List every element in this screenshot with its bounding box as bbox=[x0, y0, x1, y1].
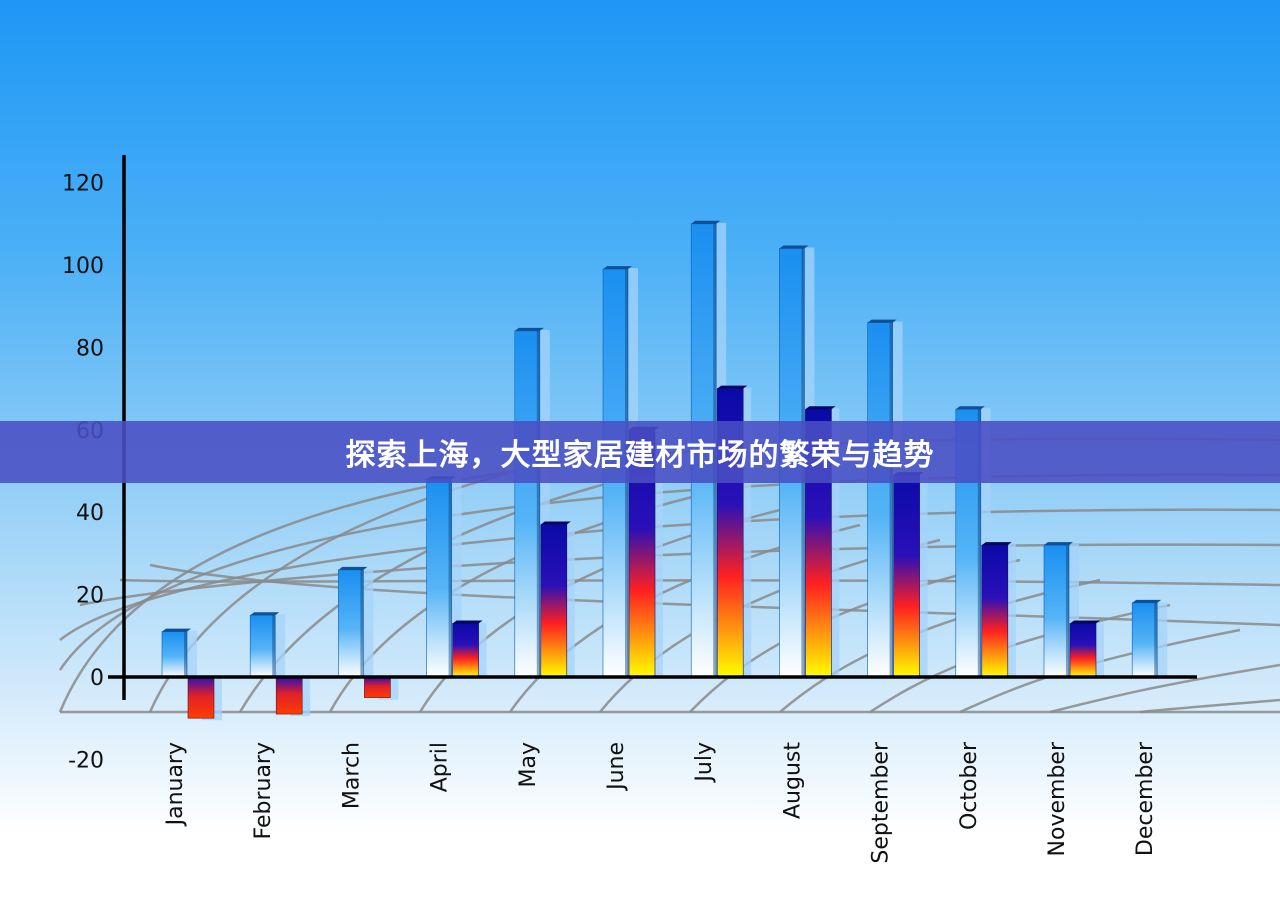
bar-edge bbox=[977, 409, 981, 677]
x-tick-label-february: February bbox=[251, 742, 276, 840]
bar-september-front bbox=[867, 322, 893, 678]
grid-line bbox=[1049, 663, 1280, 714]
bar-top bbox=[162, 628, 191, 632]
bar-march-front bbox=[338, 569, 364, 678]
y-tick-label: 100 bbox=[62, 254, 104, 279]
bar-may-front bbox=[514, 330, 541, 678]
bar-top bbox=[452, 620, 483, 624]
x-tick-label-january: January bbox=[163, 742, 188, 827]
x-tick-label-december: December bbox=[1133, 741, 1158, 856]
axis-labels: January February March April May June July Augu… bbox=[62, 172, 1158, 864]
bar-october-back bbox=[981, 544, 1009, 678]
bar-april-back bbox=[452, 623, 479, 678]
x-tick-label-october: October bbox=[957, 741, 982, 830]
bar-top bbox=[338, 566, 368, 570]
bar-april-front bbox=[426, 478, 452, 678]
bar-top bbox=[805, 406, 836, 410]
bar-january-back bbox=[187, 676, 215, 719]
y-tick-label: 80 bbox=[76, 336, 104, 361]
y-tick-label: 120 bbox=[62, 172, 104, 197]
bar-top bbox=[717, 385, 748, 389]
bar-top bbox=[779, 245, 809, 249]
title-banner: 探索上海，大型家居建材市场的繁荣与趋势 bbox=[0, 421, 1280, 483]
bar-edge bbox=[1066, 545, 1069, 677]
x-tick-label-april: April bbox=[428, 742, 453, 792]
bar-top bbox=[955, 406, 985, 410]
bar-top bbox=[1044, 542, 1073, 546]
y-tick-label: -20 bbox=[68, 748, 104, 773]
bar-march-back bbox=[364, 676, 391, 698]
bar-top bbox=[1070, 620, 1100, 624]
bar-top bbox=[981, 542, 1012, 546]
bar-may-back bbox=[540, 524, 568, 678]
bar-february-front bbox=[249, 614, 276, 678]
y-tick-label: 20 bbox=[76, 584, 104, 609]
y-tick-label: 40 bbox=[76, 501, 104, 526]
grid-line bbox=[1139, 698, 1280, 714]
bar-november-back bbox=[1069, 623, 1097, 678]
bar-november-front bbox=[1043, 544, 1070, 678]
bar-january-front bbox=[161, 631, 188, 678]
page-title: 探索上海，大型家居建材市场的繁荣与趋势 bbox=[345, 438, 935, 473]
x-tick-label-june: June bbox=[604, 742, 629, 792]
x-tick-label-august: August bbox=[780, 742, 805, 819]
grid-arc bbox=[79, 543, 1280, 607]
bar-top bbox=[867, 319, 897, 323]
bar-edge bbox=[536, 330, 540, 677]
bar-top bbox=[540, 521, 571, 525]
bar-top bbox=[250, 612, 280, 616]
bar-edge bbox=[889, 322, 893, 677]
x-tick-label-july: July bbox=[692, 742, 717, 784]
x-tick-label-november: November bbox=[1045, 741, 1070, 856]
bar-february-back bbox=[275, 676, 303, 715]
bar-edge bbox=[1154, 602, 1158, 677]
bar-top bbox=[1132, 599, 1162, 603]
bar-september-back bbox=[893, 474, 920, 678]
x-tick-label-may: May bbox=[516, 742, 541, 787]
y-tick-label: 0 bbox=[90, 666, 104, 691]
bar-edge bbox=[448, 479, 452, 677]
x-tick-label-september: September bbox=[869, 741, 894, 864]
bar-edge bbox=[272, 615, 276, 677]
bar-top bbox=[603, 266, 632, 270]
bar-edge bbox=[360, 569, 364, 677]
grid-arc bbox=[59, 508, 1280, 641]
bar-december-front bbox=[1131, 602, 1158, 678]
x-tick-label-march: March bbox=[339, 742, 364, 809]
bar-top bbox=[691, 220, 721, 224]
bar-edge bbox=[184, 631, 187, 677]
bar-top bbox=[514, 327, 544, 331]
